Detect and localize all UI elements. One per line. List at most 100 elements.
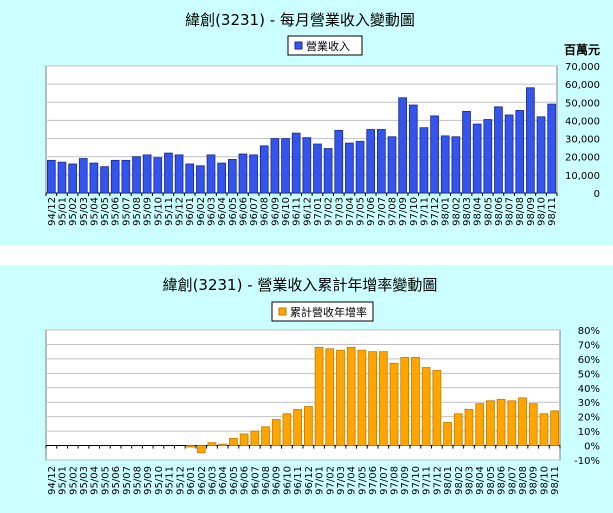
x-tick-label: 95/08 [133,466,144,495]
x-tick-label: 98/06 [497,466,508,495]
bar [259,145,269,194]
y-tick-label: 50,000 [565,98,600,109]
bar [314,346,324,446]
x-tick-label: 98/06 [494,197,505,226]
x-tick-label: 97/09 [400,466,411,495]
bar [325,348,335,446]
x-tick-label: 96/08 [260,197,271,226]
bar [504,114,514,194]
x-tick-label: 95/09 [143,466,154,495]
bar [46,159,56,194]
legend-box [271,301,374,322]
x-tick-label: 97/01 [313,197,324,226]
plot-area: -10% 0% 10% 20% 30% 40% 50% 60% 70% 80% 94/12 95/01… [45,326,600,495]
x-tick-label: 95/05 [100,197,111,226]
x-tick-label: 98/08 [515,197,526,226]
x-tick-label: 98/10 [539,466,550,495]
bar [526,87,535,194]
bar [121,159,131,194]
x-tick-label: 96/01 [186,466,197,495]
bar [250,430,260,446]
bar [377,129,386,194]
x-tick-label: 96/05 [229,466,240,495]
x-tick-label: 97/03 [334,197,345,226]
x-tick-label: 97/08 [387,197,398,226]
bar [174,154,184,194]
bar [110,159,120,194]
x-tick-label: 95/03 [79,197,90,226]
bar [261,426,270,446]
x-tick-label: 96/06 [238,197,249,226]
bar [346,346,356,446]
bar [451,136,461,194]
bar [389,362,399,446]
x-tick-label: 95/06 [111,197,122,226]
x-tick-label: 98/09 [529,466,540,495]
y-tick-label: 30,000 [565,135,600,146]
x-tick-label: 97/02 [325,466,336,495]
x-tick-label: 96/12 [302,197,313,226]
bar [528,403,538,446]
bar [411,357,420,446]
x-tick-label: 97/04 [347,466,358,495]
x-tick-label: 96/10 [281,197,292,226]
bar [303,406,313,446]
x-tick-label: 96/11 [293,466,304,495]
y-tick-label: 40% [578,384,600,395]
x-tick-label: 97/11 [422,466,433,495]
x-tick-label: 98/04 [475,466,486,495]
x-tick-label: 97/09 [398,197,409,226]
x-tick-label: 95/06 [111,466,122,495]
bar [430,115,439,194]
y-tick-label: 20,000 [565,153,600,164]
x-tick-label: 95/12 [175,197,186,226]
bar [462,110,471,194]
bar [291,132,301,194]
bar [164,152,173,194]
x-tick-label: 95/09 [143,197,154,226]
bar [196,165,205,194]
legend-swatch [278,307,287,316]
plot-area: 0 10,000 20,000 30,000 40,000 50,000 60,000 70,… [45,62,600,226]
bar [378,351,388,446]
y-axis-unit-label: 百萬元 [564,42,600,57]
chart-title: 緯創(3231) - 營業收入累計年增率變動圖 [163,276,438,294]
bar [518,397,527,446]
x-tick-label: 96/01 [185,197,196,226]
bar [206,154,216,194]
x-tick-label: 95/02 [68,466,79,495]
x-tick-label: 96/05 [228,197,239,226]
x-tick-label: 96/07 [250,466,261,495]
bar [68,163,77,194]
x-tick-label: 98/09 [526,197,537,226]
x-tick-label: 98/01 [443,466,454,495]
x-tick-label: 98/01 [441,197,452,226]
bar [313,143,322,194]
y-tick-label: 80% [578,326,600,337]
y-tick-label: 0% [584,442,600,453]
x-tick-label: 98/04 [473,197,484,226]
x-tick-label: 96/08 [261,466,272,495]
bar [483,119,493,194]
bar [419,127,429,194]
x-tick-label: 97/04 [345,197,356,226]
x-tick-label: 98/02 [454,466,465,495]
legend-swatch [294,41,303,50]
bar [271,419,281,446]
x-tick-label: 95/11 [164,197,175,226]
bar [186,445,195,448]
bar [398,97,407,194]
y-tick-label: 40,000 [565,116,600,127]
bar [507,400,517,446]
bar [227,159,237,194]
x-tick-label: 95/04 [89,197,100,226]
bar [323,148,333,194]
x-tick-label: 98/11 [547,197,558,226]
x-tick-label: 97/03 [336,466,347,495]
x-tick-label: 96/03 [207,466,218,495]
x-tick-label: 97/05 [356,197,367,226]
bar [421,367,431,446]
bar [185,163,195,194]
bar [539,413,549,446]
y-tick-label: 70% [578,340,600,351]
